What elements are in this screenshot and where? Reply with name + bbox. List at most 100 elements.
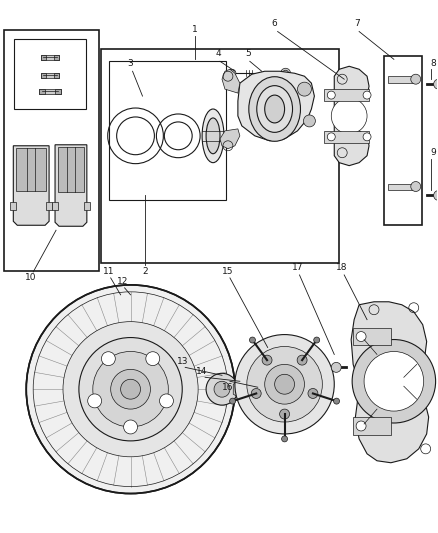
Bar (41, 73, 46, 78)
Text: 6: 6 (272, 19, 278, 28)
Text: 16: 16 (222, 383, 234, 392)
Polygon shape (13, 146, 49, 225)
Text: 3: 3 (128, 59, 134, 68)
Text: 4: 4 (215, 49, 221, 58)
Polygon shape (222, 69, 240, 93)
Circle shape (363, 133, 371, 141)
Circle shape (356, 332, 366, 342)
Circle shape (88, 394, 102, 408)
Text: 7: 7 (354, 19, 360, 28)
Circle shape (331, 98, 367, 134)
Circle shape (327, 91, 335, 99)
Text: 5: 5 (245, 49, 251, 58)
Circle shape (262, 355, 272, 365)
Polygon shape (334, 66, 369, 166)
Circle shape (228, 69, 236, 77)
Text: 10: 10 (25, 273, 37, 282)
Circle shape (363, 91, 371, 99)
Polygon shape (55, 145, 87, 226)
Polygon shape (58, 147, 84, 191)
Text: 14: 14 (196, 367, 208, 376)
Circle shape (411, 182, 421, 191)
Bar (39, 89, 45, 94)
Bar (41, 55, 46, 60)
Circle shape (93, 351, 168, 427)
Circle shape (297, 82, 311, 96)
Text: 18: 18 (336, 263, 347, 272)
Ellipse shape (249, 77, 300, 141)
Circle shape (275, 374, 294, 394)
Circle shape (206, 373, 238, 405)
Circle shape (247, 346, 322, 422)
Bar (388, 183, 416, 190)
Circle shape (102, 352, 115, 366)
Circle shape (364, 351, 424, 411)
Circle shape (434, 190, 438, 200)
Circle shape (230, 398, 236, 404)
Circle shape (235, 335, 334, 434)
Bar (54, 55, 59, 60)
Circle shape (356, 421, 366, 431)
Polygon shape (220, 129, 240, 149)
Polygon shape (233, 379, 251, 399)
Text: 11: 11 (103, 268, 114, 277)
Circle shape (282, 436, 288, 442)
Circle shape (331, 362, 341, 373)
Bar (41, 55, 59, 60)
Circle shape (79, 337, 182, 441)
Circle shape (434, 79, 438, 89)
Text: 1: 1 (192, 25, 198, 34)
Bar (84, 203, 90, 211)
Bar (4, 29, 99, 271)
Bar (109, 61, 226, 200)
Circle shape (111, 369, 150, 409)
Bar (11, 203, 16, 211)
Circle shape (120, 379, 141, 399)
Polygon shape (16, 148, 46, 191)
Bar (41, 73, 59, 78)
Circle shape (237, 384, 247, 394)
Circle shape (314, 337, 320, 343)
Bar (52, 203, 58, 211)
Text: 2: 2 (143, 268, 148, 277)
Circle shape (334, 398, 339, 404)
Polygon shape (238, 71, 314, 141)
Text: 15: 15 (222, 268, 234, 277)
Bar (324, 131, 369, 143)
Circle shape (281, 68, 290, 78)
Bar (353, 328, 391, 345)
Bar (353, 417, 391, 435)
Polygon shape (351, 302, 429, 463)
Circle shape (297, 355, 307, 365)
Circle shape (251, 389, 261, 399)
Circle shape (279, 409, 290, 419)
Circle shape (250, 337, 255, 343)
Ellipse shape (206, 118, 220, 154)
Ellipse shape (202, 109, 224, 163)
Bar (14, 39, 86, 109)
Circle shape (146, 352, 160, 366)
Bar (54, 73, 59, 78)
Ellipse shape (257, 86, 293, 132)
Bar (55, 89, 61, 94)
Text: 8: 8 (431, 59, 437, 68)
Circle shape (352, 340, 436, 423)
Bar (39, 89, 61, 94)
Circle shape (327, 133, 335, 141)
Text: 13: 13 (177, 357, 188, 366)
Bar (388, 76, 416, 83)
Circle shape (265, 365, 304, 404)
Ellipse shape (265, 95, 285, 123)
Circle shape (26, 285, 235, 494)
Text: 12: 12 (117, 277, 128, 286)
Circle shape (411, 74, 421, 84)
Text: 17: 17 (292, 263, 303, 272)
Circle shape (304, 115, 315, 127)
Bar (101, 50, 339, 263)
Circle shape (124, 420, 138, 434)
Circle shape (63, 321, 198, 457)
Bar (384, 56, 422, 225)
Bar (46, 203, 52, 211)
Circle shape (308, 389, 318, 399)
Circle shape (159, 394, 173, 408)
